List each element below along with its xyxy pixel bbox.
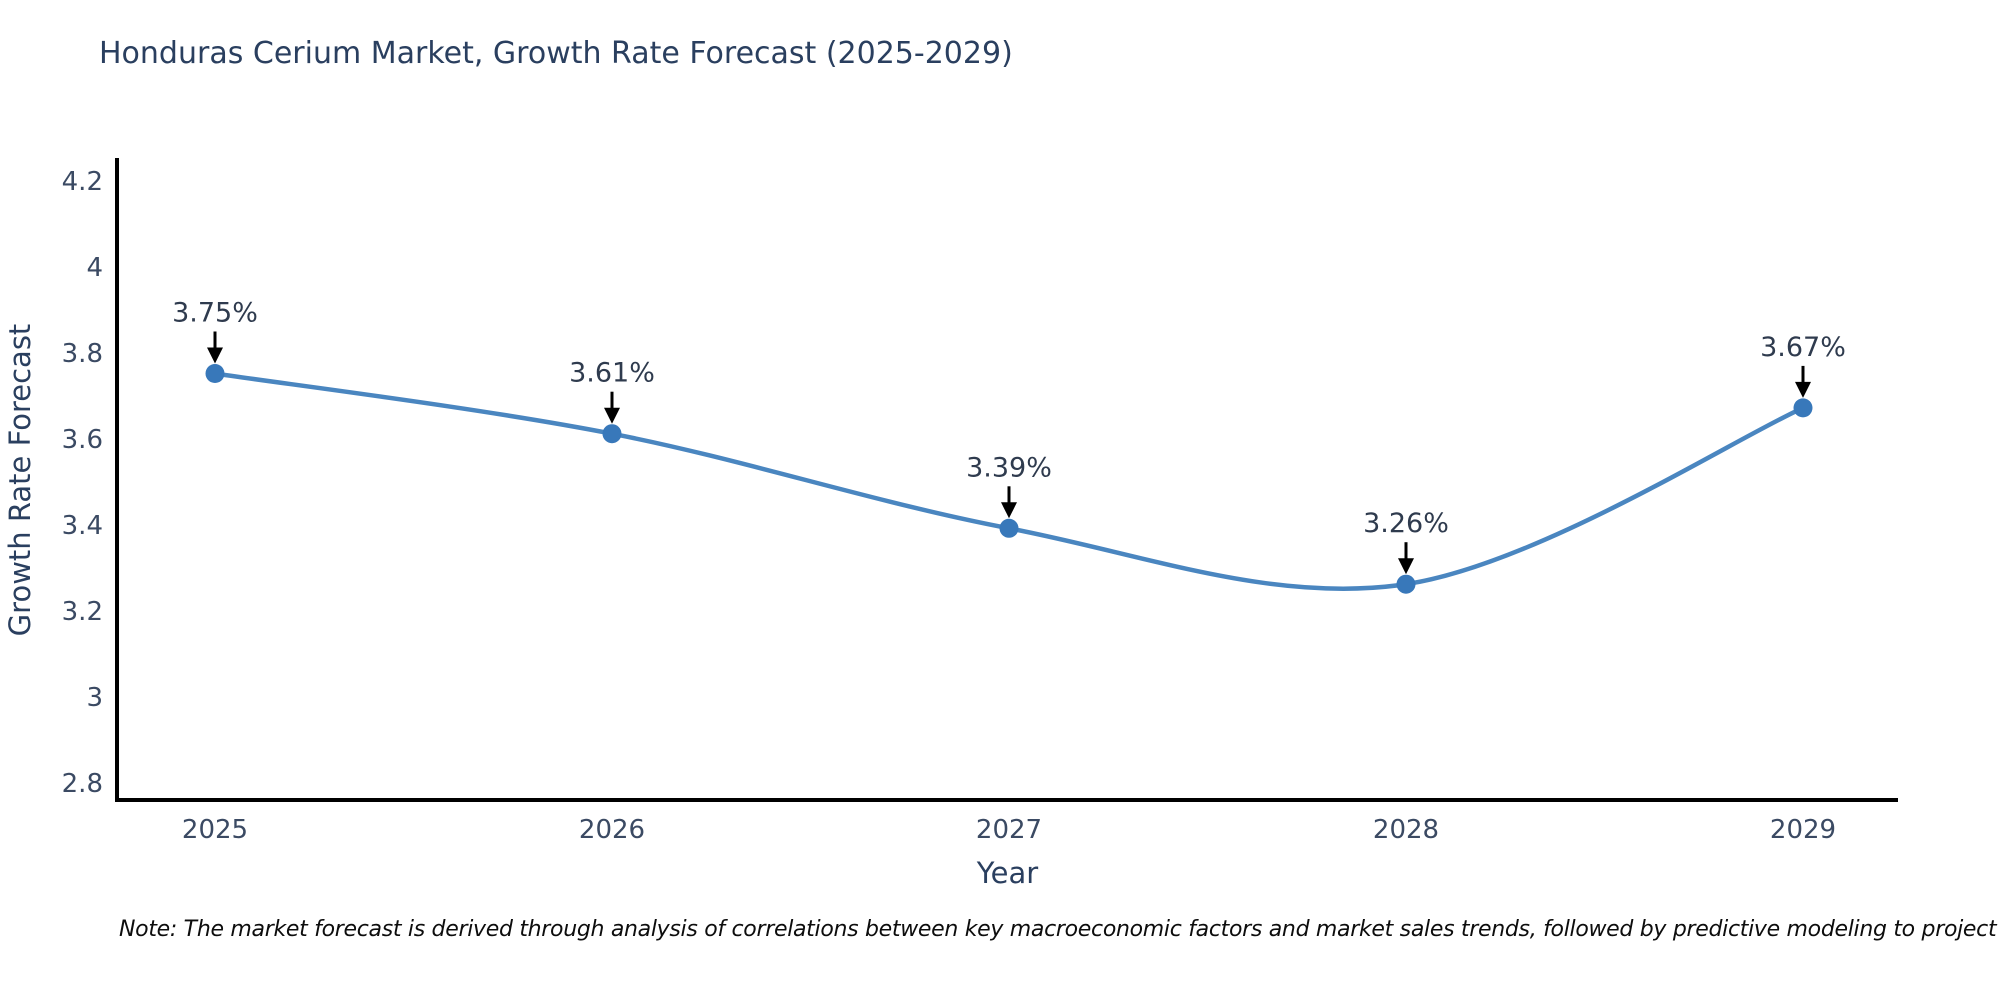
y-tick-label: 3.8 bbox=[62, 339, 103, 369]
footnote: Note: The market forecast is derived thr… bbox=[119, 917, 2000, 942]
y-axis-title: Growth Rate Forecast bbox=[3, 324, 37, 637]
x-tick-label: 2029 bbox=[1770, 815, 1836, 845]
x-axis-title: Year bbox=[976, 856, 1038, 890]
point-value-label: 3.75% bbox=[172, 298, 258, 329]
y-tick-label: 3 bbox=[86, 683, 103, 713]
y-tick-label: 4 bbox=[86, 253, 103, 283]
data-point-2026 bbox=[602, 424, 622, 444]
annotation-arrowhead bbox=[604, 407, 620, 424]
x-tick-label: 2028 bbox=[1373, 815, 1439, 845]
data-point-2028 bbox=[1396, 574, 1416, 594]
x-tick-label: 2027 bbox=[976, 815, 1042, 845]
y-tick-label: 3.4 bbox=[62, 511, 103, 541]
point-value-label: 3.61% bbox=[569, 358, 655, 389]
x-tick-label: 2026 bbox=[579, 815, 645, 845]
point-value-label: 3.39% bbox=[966, 452, 1052, 483]
x-tick-label: 2025 bbox=[182, 815, 248, 845]
data-point-2027 bbox=[999, 518, 1019, 538]
annotation-arrowhead bbox=[1398, 558, 1414, 575]
y-tick-label: 3.2 bbox=[62, 597, 103, 627]
y-tick-label: 3.6 bbox=[62, 425, 103, 455]
chart-title: Honduras Cerium Market, Growth Rate Fore… bbox=[99, 36, 1013, 71]
annotation-arrowhead bbox=[1795, 381, 1811, 398]
data-point-2025 bbox=[205, 364, 225, 383]
y-tick-label: 2.8 bbox=[62, 769, 103, 799]
point-value-label: 3.67% bbox=[1760, 332, 1846, 363]
data-point-2029 bbox=[1793, 398, 1813, 418]
annotation-arrowhead bbox=[207, 347, 223, 364]
y-tick-label: 4.2 bbox=[62, 167, 103, 197]
annotation-arrowhead bbox=[1001, 502, 1017, 519]
point-value-label: 3.26% bbox=[1363, 508, 1449, 539]
